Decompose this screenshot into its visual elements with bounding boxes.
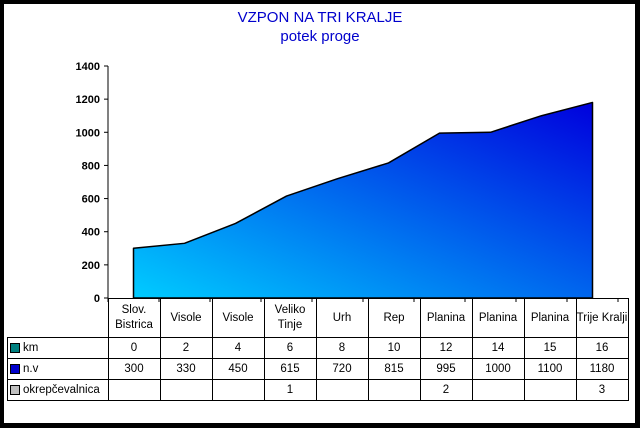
category-label: Visole	[159, 298, 213, 338]
data-cell: 995	[419, 358, 473, 380]
data-cell: 330	[159, 358, 213, 380]
data-cell: 10	[367, 337, 421, 359]
legend-swatch	[10, 384, 20, 395]
category-label: Urh	[315, 298, 369, 338]
category-label: Rep	[367, 298, 421, 338]
data-cell: 14	[471, 337, 525, 359]
chart-title: VZPON NA TRI KRALJE	[237, 9, 403, 26]
series-label: km	[23, 342, 39, 354]
data-cell: 615	[263, 358, 317, 380]
data-cell: 720	[315, 358, 369, 380]
data-cell	[367, 379, 421, 401]
legend-swatch	[10, 363, 20, 374]
data-cell	[107, 379, 161, 401]
data-cell: 6	[263, 337, 317, 359]
data-cell: 1180	[575, 358, 629, 380]
y-tick-label: 1000	[76, 127, 100, 139]
data-cell: 1100	[523, 358, 577, 380]
data-cell: 2	[419, 379, 473, 401]
y-tick-label: 1200	[76, 94, 100, 106]
data-cell: 815	[367, 358, 421, 380]
data-cell	[471, 379, 525, 401]
data-cell: 3	[575, 379, 629, 401]
series-name: okrepčevalnica	[7, 379, 109, 401]
data-cell	[523, 379, 577, 401]
data-cell: 450	[211, 358, 265, 380]
data-cell: 8	[315, 337, 369, 359]
legend-swatch	[10, 342, 20, 353]
data-cell: 0	[107, 337, 161, 359]
category-label: Slov. Bistrica	[107, 298, 161, 338]
table-row: okrepčevalnica 1 2 3	[7, 379, 629, 401]
table-category-row: Slov. Bistrica Visole Visole Veliko Tinje Ur…	[7, 298, 629, 338]
table-corner	[7, 298, 109, 338]
category-label: Veliko Tinje	[263, 298, 317, 338]
data-cell: 4	[211, 337, 265, 359]
y-tick-label: 200	[82, 260, 100, 272]
data-cell	[211, 379, 265, 401]
data-cell: 12	[419, 337, 473, 359]
data-cell: 15	[523, 337, 577, 359]
category-label: Trije Kralji	[575, 298, 629, 338]
chart-subtitle: potek proge	[280, 28, 360, 45]
y-tick-label: 800	[82, 160, 100, 172]
data-cell: 300	[107, 358, 161, 380]
data-cell	[159, 379, 213, 401]
series-name: km	[7, 337, 109, 359]
table-row: km 0 2 4 6 8 10 12 14 15 16	[7, 337, 629, 359]
category-label: Planina	[523, 298, 577, 338]
y-tick-label: 400	[82, 227, 100, 239]
series-label: okrepčevalnica	[23, 384, 100, 396]
y-tick-label: 600	[82, 194, 100, 206]
category-label: Planina	[419, 298, 473, 338]
y-tick-label: 1400	[76, 61, 100, 73]
data-cell	[315, 379, 369, 401]
data-cell: 1	[263, 379, 317, 401]
category-label: Planina	[471, 298, 525, 338]
data-cell: 16	[575, 337, 629, 359]
series-name: n.v	[7, 358, 109, 380]
table-row: n.v 300 330 450 615 720 815 995 1000 1100 1180	[7, 358, 629, 380]
data-cell: 1000	[471, 358, 525, 380]
data-table: Slov. Bistrica Visole Visole Veliko Tinje Ur…	[7, 298, 629, 401]
elevation-area	[132, 101, 594, 299]
series-label: n.v	[23, 363, 39, 375]
data-cell: 2	[159, 337, 213, 359]
category-label: Visole	[211, 298, 265, 338]
